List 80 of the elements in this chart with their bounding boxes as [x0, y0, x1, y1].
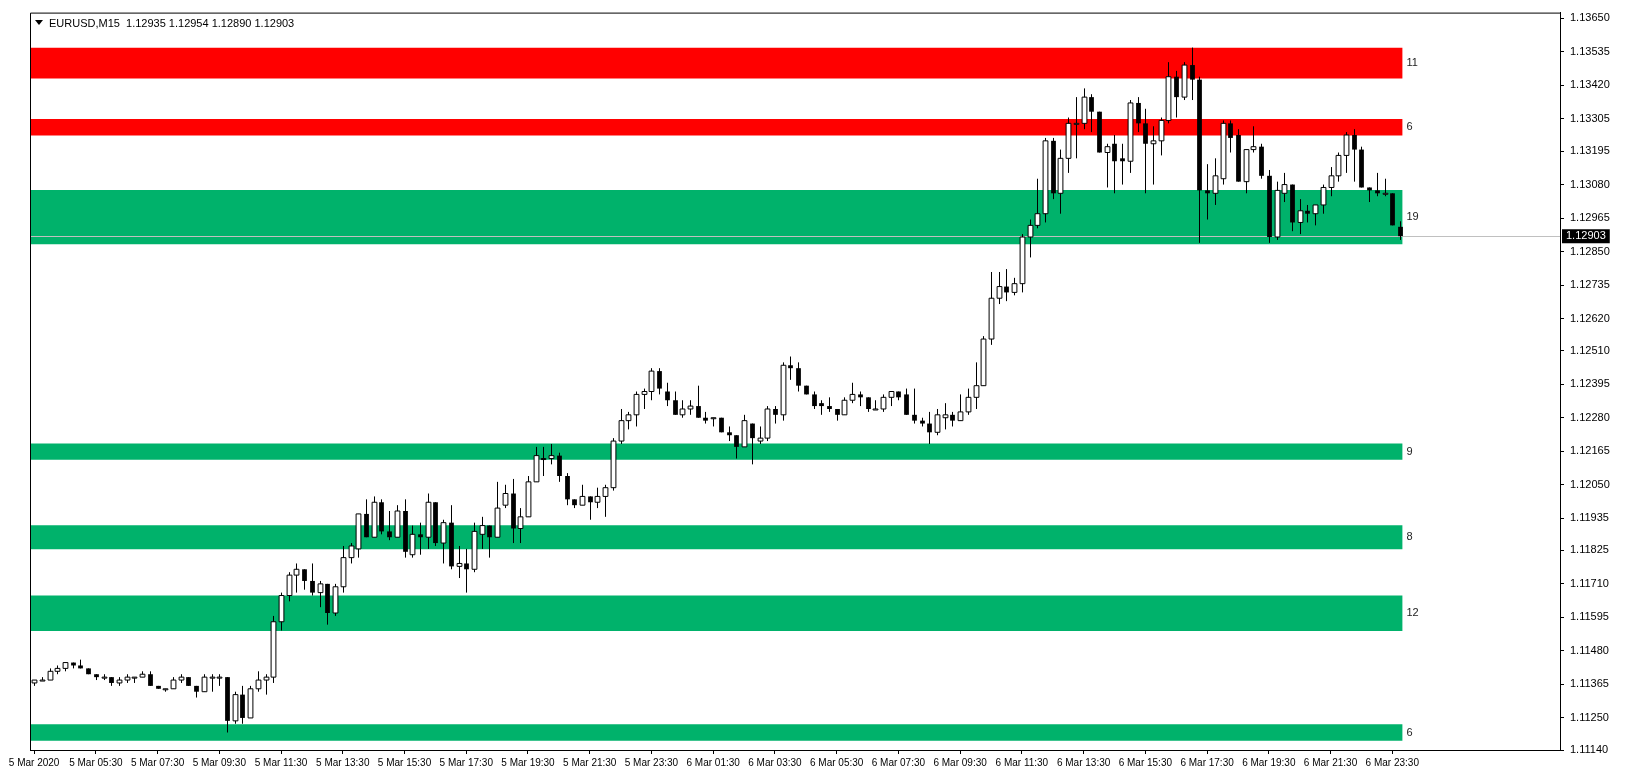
band-label: 8 [1406, 530, 1413, 543]
y-tick-label: 1.13195 [1570, 144, 1610, 157]
y-tick-label: 1.11710 [1570, 576, 1609, 589]
x-tick-label: 5 Mar 19:30 [501, 756, 556, 768]
x-tick-label: 6 Mar 07:30 [871, 756, 926, 768]
x-tick-label: 5 Mar 15:30 [377, 756, 432, 768]
candlestick [734, 434, 739, 460]
x-tick-label: 6 Mar 13:30 [1056, 756, 1111, 768]
candlestick [1190, 47, 1195, 101]
y-tick-label: 1.13080 [1570, 177, 1610, 190]
y-tick-label: 1.11365 [1570, 677, 1609, 690]
y-tick-label: 1.11480 [1570, 643, 1609, 656]
candlestick [418, 522, 423, 556]
y-tick-label: 1.13650 [1570, 11, 1610, 24]
chart-title: EURUSD,M15 1.12935 1.12954 1.12890 1.12903 [49, 16, 295, 29]
band-label: 6 [1406, 120, 1413, 133]
candlestick [1120, 143, 1125, 186]
candlestick [927, 411, 932, 445]
band-label: 6 [1406, 725, 1413, 738]
candlestick [310, 562, 315, 597]
band-label: 12 [1406, 606, 1419, 619]
ref-line-label: 1.12903 [1566, 229, 1606, 242]
y-tick-label: 1.12965 [1570, 211, 1610, 224]
candlestick [912, 388, 917, 425]
y-tick-label: 1.11935 [1570, 511, 1609, 524]
y-tick-label: 1.11825 [1570, 543, 1609, 556]
candlestick [657, 367, 662, 395]
y-tick-label: 1.13420 [1570, 78, 1610, 91]
y-tick-label: 1.11140 [1570, 743, 1609, 756]
band-label: 11 [1406, 56, 1418, 69]
x-tick-label: 5 Mar 09:30 [192, 756, 247, 768]
candlestick [1205, 163, 1210, 221]
y-tick-label: 1.12050 [1570, 477, 1610, 490]
x-tick-label: 5 Mar 07:30 [130, 756, 185, 768]
y-tick-label: 1.12735 [1570, 278, 1610, 291]
candlestick [557, 452, 562, 483]
x-tick-label: 6 Mar 05:30 [809, 756, 864, 768]
x-tick-label: 5 Mar 11:30 [254, 756, 308, 768]
x-tick-label: 6 Mar 03:30 [748, 756, 803, 768]
y-tick-label: 1.13535 [1570, 44, 1610, 57]
x-tick-label: 6 Mar 01:30 [686, 756, 741, 768]
candlestick [387, 510, 392, 541]
candlestick [1174, 70, 1179, 119]
candlestick [904, 388, 909, 416]
x-tick-label: 6 Mar 19:30 [1242, 756, 1296, 768]
band-label: 19 [1406, 210, 1419, 223]
candlestick [665, 382, 670, 407]
y-tick-label: 1.11250 [1570, 710, 1609, 723]
y-tick-label: 1.12510 [1570, 343, 1610, 356]
x-tick-label: 5 Mar 23:30 [624, 756, 679, 768]
candlestick [750, 423, 755, 465]
x-tick-label: 5 Mar 17:30 [439, 756, 494, 768]
y-tick-label: 1.12280 [1570, 410, 1610, 423]
x-tick-label: 6 Mar 15:30 [1118, 756, 1173, 768]
candlestick [364, 498, 369, 538]
x-tick-label: 6 Mar 11:30 [995, 756, 1049, 768]
candlestick [565, 472, 570, 506]
x-tick-label: 5 Mar 05:30 [69, 756, 123, 768]
x-tick-label: 5 Mar 2020 [8, 756, 60, 768]
y-tick-label: 1.12850 [1570, 244, 1610, 257]
y-tick-label: 1.11595 [1570, 610, 1609, 623]
y-tick-label: 1.12165 [1570, 444, 1610, 457]
y-tick-label: 1.12620 [1570, 311, 1610, 324]
x-tick-label: 6 Mar 21:30 [1303, 756, 1358, 768]
band-label: 9 [1406, 444, 1413, 457]
x-tick-label: 6 Mar 09:30 [933, 756, 988, 768]
candlestick [302, 568, 307, 591]
x-tick-label: 6 Mar 23:30 [1365, 756, 1420, 768]
candlestick [796, 361, 801, 392]
y-tick-label: 1.13305 [1570, 112, 1610, 125]
x-tick-label: 5 Mar 21:30 [563, 756, 617, 768]
x-tick-label: 5 Mar 13:30 [316, 756, 370, 768]
candlestick [1136, 96, 1141, 133]
candlestick [696, 385, 701, 419]
candlestick [1143, 108, 1148, 194]
candlestick [1398, 220, 1403, 241]
y-tick-label: 1.12395 [1570, 377, 1610, 390]
candlestick [1375, 172, 1380, 197]
x-tick-label: 6 Mar 17:30 [1180, 756, 1235, 768]
candlestick [1352, 128, 1357, 183]
